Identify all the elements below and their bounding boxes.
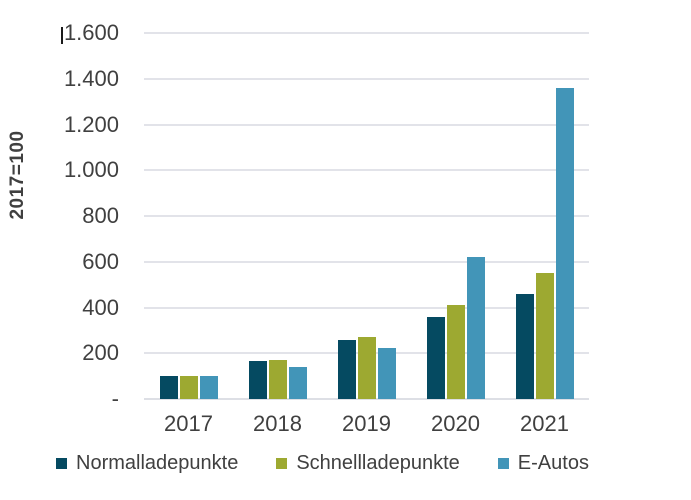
legend-label: Schnellladepunkte [296, 452, 460, 474]
bar-2021-schnellladepunkte [535, 273, 554, 399]
bar-2020-e-autos [466, 257, 485, 399]
x-tick-label: 2021 [520, 411, 569, 436]
bar-2021-normalladepunkte [515, 293, 534, 399]
bar-2020-normalladepunkte [426, 316, 445, 399]
legend-swatch-icon [56, 458, 67, 469]
bar-2017-normalladepunkte [159, 376, 178, 399]
bar-2020-schnellladepunkte [446, 305, 465, 399]
legend-item-normalladepunkte: Normalladepunkte [56, 452, 238, 475]
text-cursor-artifact [61, 27, 63, 44]
legend-item-schnellladepunkte: Schnellladepunkte [276, 452, 460, 475]
bar-2021-e-autos [555, 87, 574, 399]
gridline [144, 32, 589, 34]
y-tick-label: 1.200 [63, 111, 119, 137]
legend-label: Normalladepunkte [76, 452, 239, 474]
legend-swatch-icon [276, 458, 288, 469]
bar-2019-normalladepunkte [337, 339, 356, 399]
x-tick-label: 2019 [342, 411, 391, 436]
y-tick-label: 200 [82, 340, 119, 366]
plot-area [144, 32, 589, 400]
bar-2019-e-autos [377, 347, 396, 399]
x-tick-label: 2020 [431, 411, 480, 436]
bar-2017-e-autos [199, 376, 218, 399]
legend-item-e-autos: E-Autos [497, 452, 589, 475]
x-tick-label: 2018 [253, 411, 302, 436]
gridline [144, 306, 589, 309]
bar-2019-schnellladepunkte [357, 337, 376, 399]
y-tick-label: 400 [82, 294, 119, 320]
bar-2018-schnellladepunkte [268, 360, 287, 399]
legend-swatch-icon [497, 458, 509, 469]
gridline [144, 398, 589, 400]
legend-label: E-Autos [517, 452, 589, 474]
y-tick-label: 600 [82, 248, 119, 274]
gridline [144, 215, 589, 217]
x-tick-label: 2017 [164, 411, 213, 436]
gridline [144, 260, 589, 263]
gridline [144, 169, 589, 172]
y-tick-label: 1.000 [63, 157, 119, 183]
gridline [144, 77, 589, 80]
y-tick-label: 1.400 [63, 65, 119, 91]
y-tick-label: - [111, 386, 119, 411]
gridline [144, 123, 589, 126]
bar-2018-normalladepunkte [248, 361, 267, 399]
bar-2017-schnellladepunkte [179, 376, 198, 399]
bar-2018-e-autos [288, 366, 307, 399]
legend: Normalladepunkte Schnellladepunkte E-Aut… [56, 452, 589, 475]
y-tick-label: 800 [82, 203, 119, 228]
y-tick-label: 1.600 [63, 20, 119, 45]
